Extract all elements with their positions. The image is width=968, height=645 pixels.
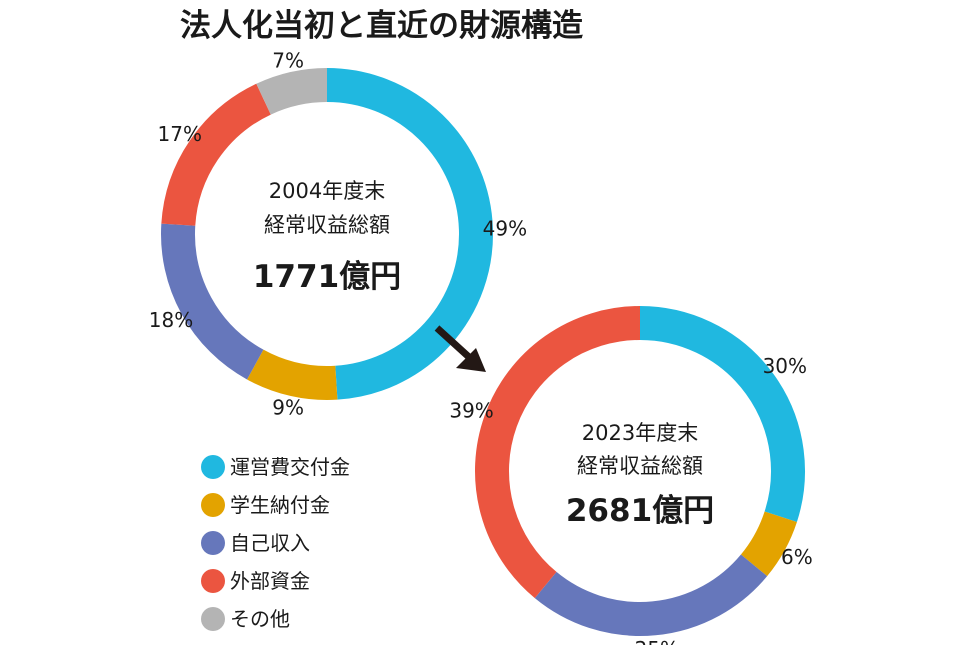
legend-label-5: その他: [230, 607, 290, 631]
donut-2023: 2023年度末 経常収益総額 2681億円 30% 6% 25% 39%: [449, 306, 813, 645]
legend-swatch-5: [201, 607, 225, 631]
slice-label-2004-5: 7%: [272, 48, 304, 72]
slice-2023-3: [534, 554, 768, 636]
slice-2004-1: [326, 68, 493, 400]
slice-label-2023-4: 39%: [449, 398, 493, 422]
slice-2004-3: [161, 223, 264, 380]
center-total-2004: 1771億円: [253, 259, 401, 295]
slice-2023-1: [639, 306, 805, 522]
arrow-down-right-icon: [434, 325, 486, 372]
legend-label-2: 学生納付金: [230, 493, 330, 517]
slice-2023-4: [475, 306, 641, 599]
slice-label-2004-2: 9%: [272, 396, 304, 420]
legend-label-3: 自己収入: [230, 531, 310, 555]
center-caption-2023: 経常収益総額: [577, 454, 703, 478]
slice-label-2004-1: 49%: [483, 216, 527, 240]
slice-label-2004-3: 18%: [149, 308, 193, 332]
legend-swatch-1: [201, 455, 225, 479]
legend-label-1: 運営費交付金: [230, 455, 350, 479]
slice-2004-4: [161, 83, 272, 227]
slice-2004-2: [247, 349, 338, 400]
slice-2004-5: [256, 68, 328, 115]
center-year-2004: 2004年度末: [269, 179, 385, 203]
slice-label-2023-3: 25%: [635, 637, 679, 645]
slice-2023-2: [740, 511, 797, 577]
center-caption-2004: 経常収益総額: [264, 213, 390, 237]
legend-swatch-2: [201, 493, 225, 517]
slice-label-2023-2: 6%: [781, 545, 813, 569]
legend-swatch-3: [201, 531, 225, 555]
slice-label-2023-1: 30%: [763, 354, 807, 378]
chart-title: 法人化当初と直近の財源構造: [180, 8, 583, 44]
center-total-2023: 2681億円: [566, 493, 714, 529]
donut-2004: 2004年度末 経常収益総額 1771億円 49% 9% 18% 17% 7%: [149, 48, 527, 419]
legend-swatch-4: [201, 569, 225, 593]
slice-label-2004-4: 17%: [158, 122, 202, 146]
center-year-2023: 2023年度末: [582, 421, 698, 445]
legend-label-4: 外部資金: [230, 569, 310, 593]
